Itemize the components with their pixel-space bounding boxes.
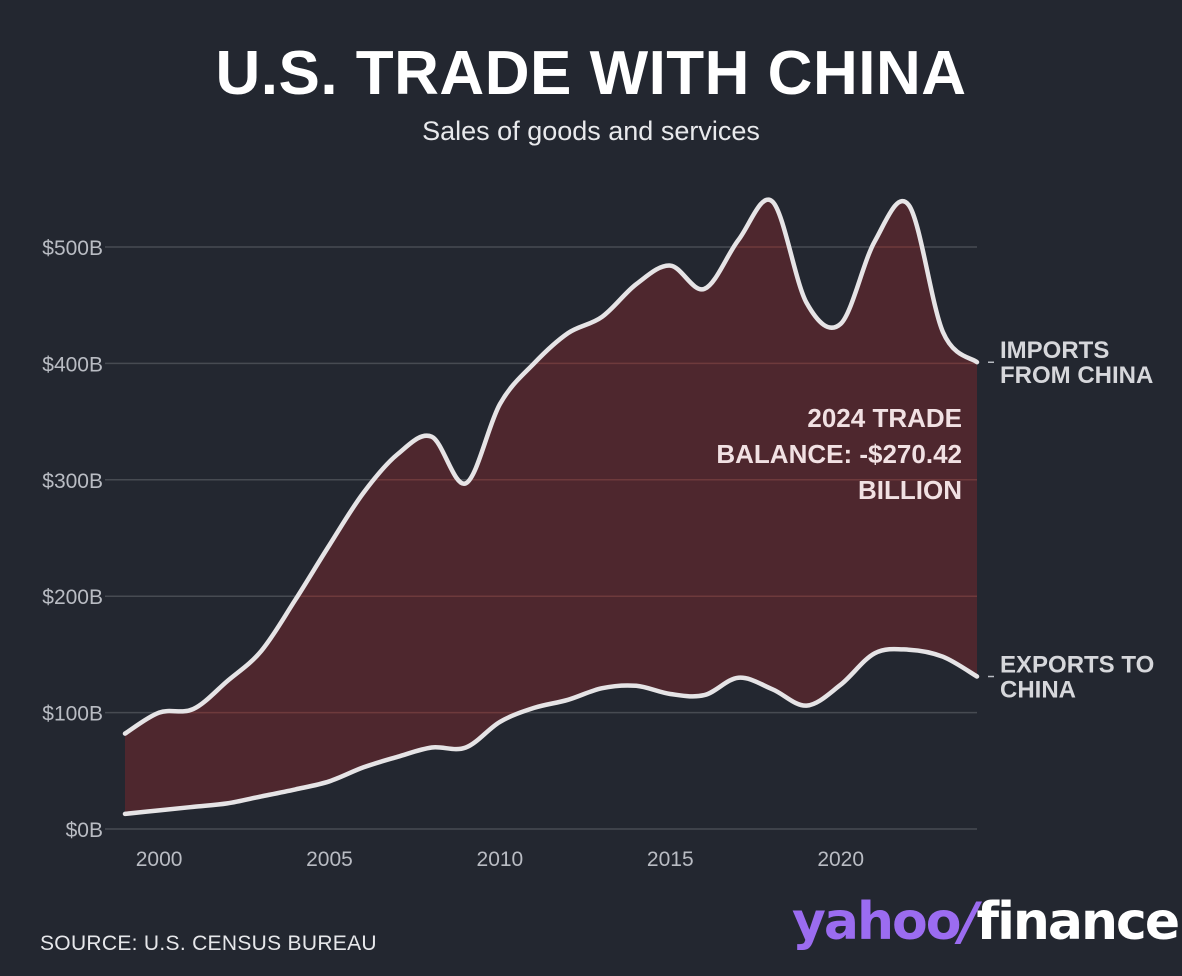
trade-balance-annotation: BILLION: [858, 475, 962, 505]
source-note: SOURCE: U.S. CENSUS BUREAU: [40, 932, 377, 955]
y-tick-label: $0B: [66, 819, 103, 842]
trade-balance-annotation: BALANCE: -$270.42: [716, 439, 962, 469]
trade-gap-area: [125, 199, 977, 814]
logo-finance-text: finance: [976, 892, 1180, 952]
y-tick-label: $400B: [42, 353, 103, 376]
trade-balance-annotation: 2024 TRADE: [807, 403, 962, 433]
logo-slash-icon: /: [959, 892, 978, 952]
y-tick-label: $500B: [42, 237, 103, 260]
x-tick-label: 2010: [477, 848, 524, 871]
x-tick-label: 2000: [136, 848, 183, 871]
logo-yahoo-text: yahoo: [792, 892, 961, 952]
chart-subtitle: Sales of goods and services: [422, 116, 760, 146]
x-tick-label: 2015: [647, 848, 694, 871]
imports-series-label-line2: FROM CHINA: [1000, 362, 1153, 389]
exports-line: [122, 646, 980, 817]
imports-series-label-line1: IMPORTS: [1000, 337, 1109, 364]
imports-line: [122, 197, 980, 736]
y-tick-label: $100B: [42, 703, 103, 726]
y-tick-label: $200B: [42, 586, 103, 609]
exports-series-label-line1: EXPORTS TO: [1000, 652, 1154, 679]
x-tick-label: 2005: [306, 848, 353, 871]
chart-title: U.S. TRADE WITH CHINA: [215, 39, 967, 108]
x-tick-label: 2020: [817, 848, 864, 871]
exports-series-label-line2: CHINA: [1000, 677, 1076, 704]
yahoo-finance-logo: yahoo/finance: [792, 892, 1180, 952]
y-tick-label: $300B: [42, 470, 103, 493]
